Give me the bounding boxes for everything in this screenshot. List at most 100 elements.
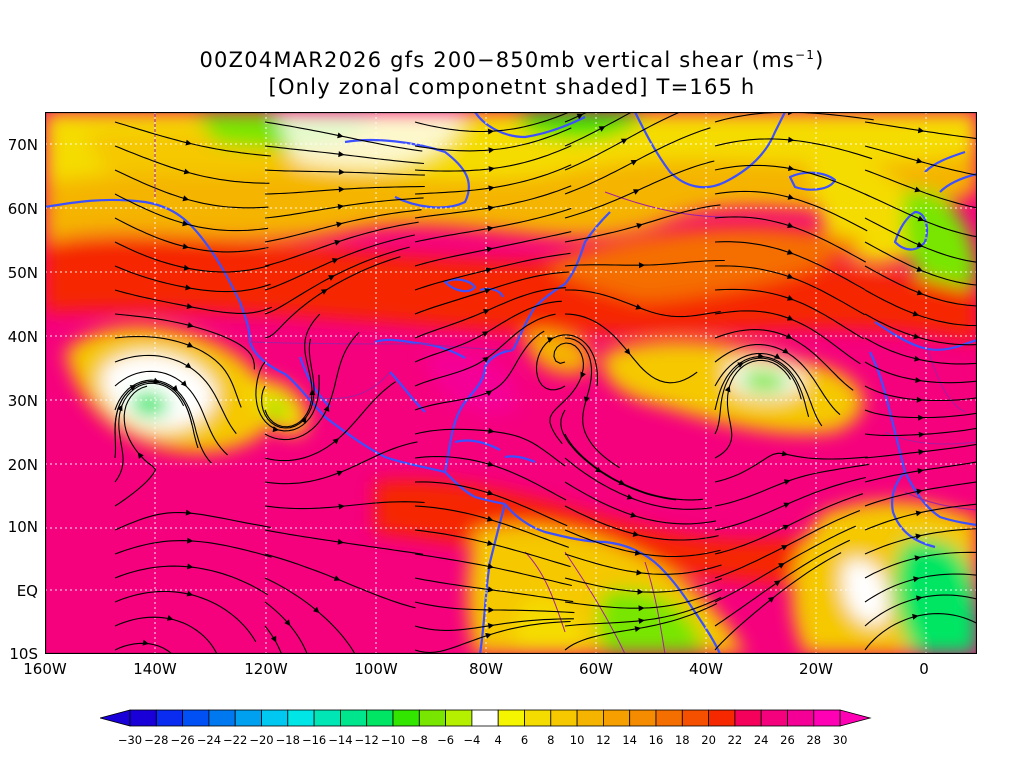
- colorbar-swatch: [313, 709, 341, 727]
- streamline-arrowhead: [783, 479, 791, 485]
- colorbar-tick-label: −30: [117, 733, 143, 747]
- colorbar-tick-label: 10: [569, 733, 585, 747]
- streamline-arrowhead: [186, 341, 194, 348]
- lon-label-100w: 100W: [354, 660, 398, 678]
- streamline-arrowhead: [337, 203, 345, 210]
- streamline-arrowhead: [338, 186, 345, 193]
- streamline-arrowhead: [483, 309, 490, 315]
- coastlines: [45, 112, 977, 654]
- streamline: [264, 185, 425, 195]
- streamline-arrowhead: [332, 438, 339, 445]
- streamline-arrowhead: [486, 515, 494, 522]
- streamline: [714, 164, 870, 197]
- streamline: [264, 197, 424, 219]
- colorbar-swatch: [787, 709, 815, 727]
- colorbar-swatch: [550, 709, 578, 727]
- colorbar-tick-label: −24: [196, 733, 222, 747]
- streamline-arrowhead: [774, 580, 781, 587]
- colorbar-swatch: [261, 709, 289, 727]
- lat-label-10s: 10S: [9, 645, 38, 663]
- streamline: [714, 329, 854, 391]
- streamline-arrowhead: [488, 427, 495, 434]
- streamline-arrowhead: [487, 563, 494, 570]
- streamline: [264, 169, 425, 176]
- streamline-arrowhead: [137, 452, 144, 459]
- streamline: [414, 164, 572, 195]
- colorbar-swatch: [182, 709, 210, 727]
- streamline-arrowhead: [117, 404, 123, 412]
- streamline-arrowhead: [633, 189, 640, 195]
- lat-label-70n: 70N: [7, 136, 38, 154]
- colorbar-swatch: [471, 709, 499, 727]
- lat-label-10n: 10N: [7, 518, 38, 536]
- streamline-arrowhead: [598, 126, 606, 132]
- streamline-arrowhead: [915, 510, 923, 517]
- streamline: [864, 551, 977, 579]
- streamline-arrowhead: [576, 113, 584, 120]
- streamline-arrowhead: [915, 377, 922, 383]
- lon-label-80w: 80W: [469, 660, 503, 678]
- colorbar-tick-label: −18: [275, 733, 300, 747]
- streamline-arrowhead: [737, 362, 744, 368]
- colorbar: [100, 709, 872, 727]
- lat-label-30n: 30N: [7, 392, 38, 410]
- streamline-arrowhead: [309, 389, 316, 396]
- streamline-arrowhead: [782, 524, 790, 531]
- streamline-arrowhead: [182, 195, 190, 202]
- colorbar-swatch: [287, 709, 315, 727]
- colorbar-swatch: [234, 709, 262, 727]
- streamline: [114, 540, 272, 558]
- colorbar-swatch: [208, 709, 236, 727]
- streamline: [114, 616, 218, 654]
- lon-label-120w: 120W: [244, 660, 288, 678]
- streamline-arrowhead: [724, 385, 731, 393]
- shear-map: [45, 112, 977, 654]
- streamline-arrowhead: [336, 221, 343, 228]
- streamline-arrowhead: [624, 348, 631, 355]
- colorbar-swatch: [392, 709, 420, 727]
- streamline-arrowhead: [638, 605, 645, 612]
- colorbar-tick-label: −10: [380, 733, 406, 747]
- streamline-arrowhead: [187, 322, 194, 328]
- colorbar-tick-label: 30: [832, 733, 848, 747]
- streamline-arrowhead: [787, 295, 794, 301]
- streamline: [864, 145, 977, 176]
- colorbar-tick-label: 4: [494, 733, 502, 747]
- streamline: [114, 335, 242, 408]
- streamline: [264, 145, 425, 165]
- colorbar-tick-label: −26: [170, 733, 195, 747]
- streamline-arrowhead: [786, 315, 794, 321]
- streamline: [864, 313, 977, 346]
- streamline-arrowhead: [786, 249, 794, 255]
- streamline-arrowhead: [913, 333, 920, 340]
- colorbar-tick-label: −14: [328, 733, 353, 747]
- streamline: [564, 112, 682, 171]
- lon-label-20w: 20W: [799, 660, 833, 678]
- streamline-arrowhead: [186, 590, 194, 597]
- streamline-arrowhead: [320, 289, 328, 295]
- streamline: [414, 505, 569, 548]
- streamline-arrowhead: [638, 618, 645, 624]
- streamline-arrowhead: [767, 596, 775, 603]
- country-borders: [154, 112, 977, 654]
- streamline-arrowhead: [914, 555, 921, 562]
- streamline: [864, 169, 977, 209]
- streamline-arrowhead: [638, 262, 645, 269]
- streamline-arrowhead: [785, 333, 793, 339]
- streamline-arrowhead: [487, 128, 495, 135]
- colorbar-tick-label: 12: [596, 733, 611, 747]
- colorbar-tick-label: 26: [780, 733, 795, 747]
- colorbar-swatch: [576, 709, 604, 727]
- streamline-arrowhead: [129, 385, 137, 391]
- streamline-arrowhead: [185, 362, 192, 369]
- streamline-arrowhead: [486, 489, 494, 496]
- streamline: [414, 252, 571, 291]
- lat-label-40n: 40N: [7, 328, 38, 346]
- streamline-arrowhead: [487, 623, 495, 629]
- streamline-arrowhead: [914, 186, 921, 193]
- streamline-arrowhead: [272, 426, 279, 433]
- streamline-arrowhead: [333, 575, 341, 581]
- streamline-arrowhead: [632, 531, 640, 537]
- streamline-arrowhead: [185, 509, 192, 516]
- streamline-arrowhead: [637, 588, 644, 595]
